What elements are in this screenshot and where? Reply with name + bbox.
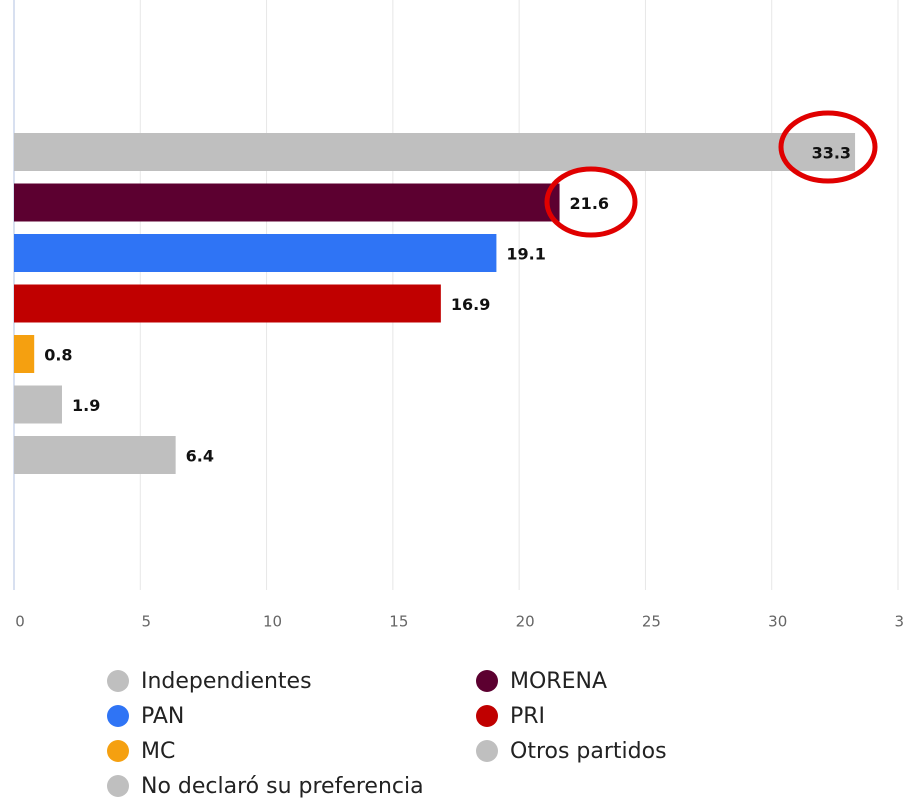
legend-label: No declaró su preferencia (141, 774, 424, 799)
bar (14, 385, 62, 424)
bar (14, 436, 176, 474)
bar (14, 133, 856, 171)
value-label: 21.6 (570, 194, 609, 213)
value-label: 1.9 (72, 396, 100, 415)
x-tick-label: 5 (142, 613, 152, 631)
legend-marker (107, 740, 129, 762)
legend-marker (476, 740, 498, 762)
value-label: 33.3 (812, 144, 851, 163)
legend-label: MC (141, 739, 175, 764)
legend-label: Independientes (141, 669, 312, 694)
bar (14, 183, 560, 222)
x-tick-label: 10 (263, 613, 282, 631)
x-tick-label: 35 (894, 613, 905, 631)
value-label: 0.8 (44, 346, 72, 365)
bar (14, 234, 497, 272)
legend-marker (107, 775, 129, 797)
value-label: 6.4 (186, 447, 214, 466)
legend-label: MORENA (510, 669, 607, 694)
plot: 0 5 10 15 20 25 30 35 33.3 21.6 19.1 16.9 0.8 1.9 6.4 I… (14, 0, 905, 799)
legend-marker (476, 705, 498, 727)
value-label: 19.1 (506, 245, 545, 264)
x-tick-label: 20 (516, 613, 535, 631)
bar (14, 284, 441, 323)
legend-marker (476, 670, 498, 692)
legend-marker (107, 705, 129, 727)
value-label: 16.9 (451, 295, 490, 314)
highlight-circle (778, 110, 878, 184)
x-tick-label: 25 (642, 613, 661, 631)
x-tick-label: 0 (15, 613, 25, 631)
x-tick-label: 15 (389, 613, 408, 631)
legend-label: PRI (510, 704, 545, 729)
x-tick-label: 30 (768, 613, 787, 631)
highlight-circle (544, 166, 638, 238)
legend-marker (107, 670, 129, 692)
legend-label: Otros partidos (510, 739, 667, 764)
legend-label: PAN (141, 704, 184, 729)
bar (14, 335, 35, 373)
